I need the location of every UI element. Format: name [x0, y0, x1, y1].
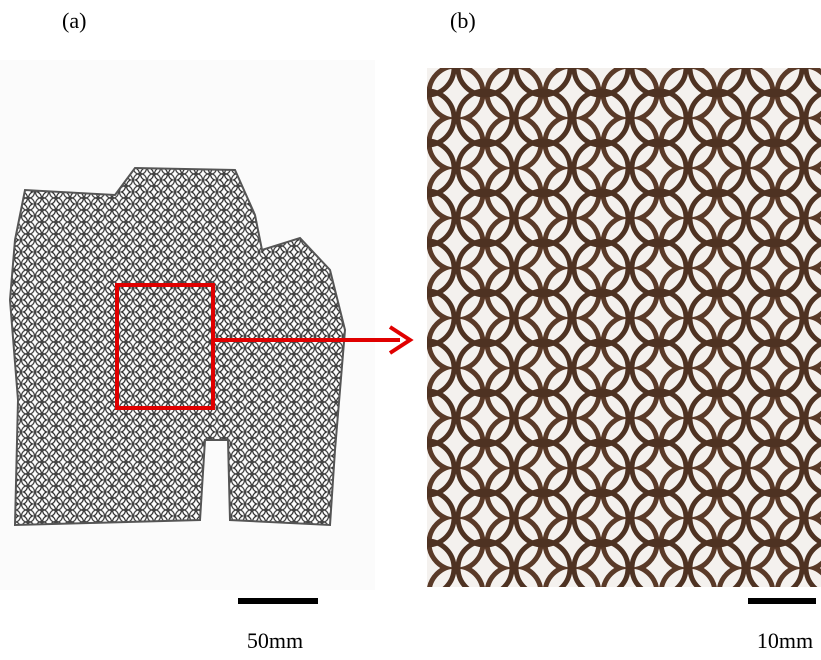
- scale-bar: [748, 598, 816, 604]
- chainmail-closeup: [427, 68, 821, 587]
- panel-label: (a): [62, 8, 86, 33]
- panel-label: (b): [450, 8, 476, 33]
- scale-label: 10mm: [757, 628, 813, 653]
- figure: (a) (b) 50mm 10mm: [0, 0, 821, 660]
- scale-bar: [238, 598, 318, 604]
- scale-label: 50mm: [247, 628, 303, 653]
